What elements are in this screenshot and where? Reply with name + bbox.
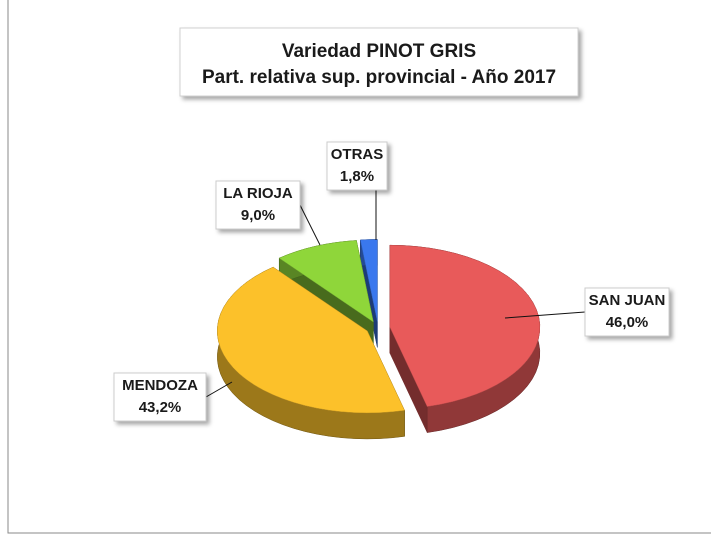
data-label-value: 43,2% (139, 399, 182, 416)
slice-top (360, 239, 378, 322)
label-box (326, 141, 388, 191)
label-box (215, 180, 301, 230)
pie (217, 239, 541, 440)
leader-line (299, 204, 321, 246)
label-box (113, 372, 207, 422)
data-label-name: LA RIOJA (223, 185, 293, 202)
label-box (584, 287, 670, 337)
slice (389, 244, 541, 433)
data-label-name: SAN JUAN (589, 292, 666, 309)
slice-top (278, 240, 374, 323)
data-label-value: 46,0% (606, 314, 649, 331)
slice-top (389, 244, 541, 407)
leader-line (504, 311, 586, 319)
data-label-value: 9,0% (241, 207, 275, 224)
leader-line (205, 381, 233, 398)
title-box (179, 27, 579, 97)
chart-subtitle: Part. relativa sup. provincial - Año 201… (202, 67, 556, 88)
slice (217, 266, 405, 440)
slice-top (217, 266, 405, 414)
data-label-name: MENDOZA (122, 377, 198, 394)
chart-title: Variedad PINOT GRIS (282, 41, 476, 62)
data-label-value: 1,8% (340, 168, 374, 185)
labels: SAN JUAN 46,0% MENDOZA 43,2% LA RIOJA 9,0% OTR… (113, 141, 670, 422)
data-label-name: OTRAS (331, 146, 384, 163)
